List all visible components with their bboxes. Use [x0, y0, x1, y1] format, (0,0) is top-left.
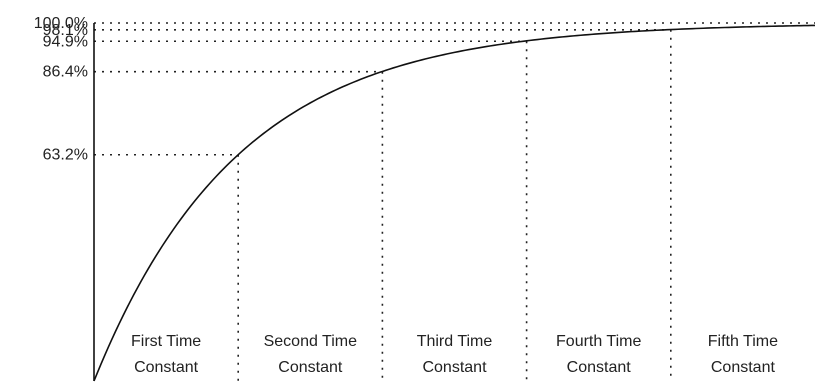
y-tick-label: 100.0% — [34, 15, 88, 32]
y-tick-label: 98.1% — [43, 22, 88, 39]
y-tick-label: 63.2% — [43, 147, 88, 164]
y-tick-label: 86.4% — [43, 64, 88, 81]
segment-label-line2: Constant — [134, 359, 199, 376]
reference-lines — [94, 22, 815, 381]
segment-label-line2: Constant — [711, 359, 776, 376]
y-tick-label: 94.9% — [43, 33, 88, 50]
segment-label-line2: Constant — [278, 359, 343, 376]
segment-label-line2: Constant — [567, 359, 632, 376]
segment-label-line1: First Time — [131, 333, 201, 350]
series-line — [93, 24, 816, 382]
segment-label-line1: Third Time — [417, 333, 493, 350]
y-tick-labels: 63.2% 86.4% 94.9%98.1%100.0% — [34, 15, 88, 164]
segment-label-line2: Constant — [422, 359, 487, 376]
segment-label-line1: Second Time — [264, 333, 357, 350]
segment-label-line1: Fifth Time — [708, 333, 778, 350]
segment-labels: First Time Constant Second Time Constant Thi… — [131, 333, 778, 376]
segment-label-line1: Fourth Time — [556, 333, 641, 350]
